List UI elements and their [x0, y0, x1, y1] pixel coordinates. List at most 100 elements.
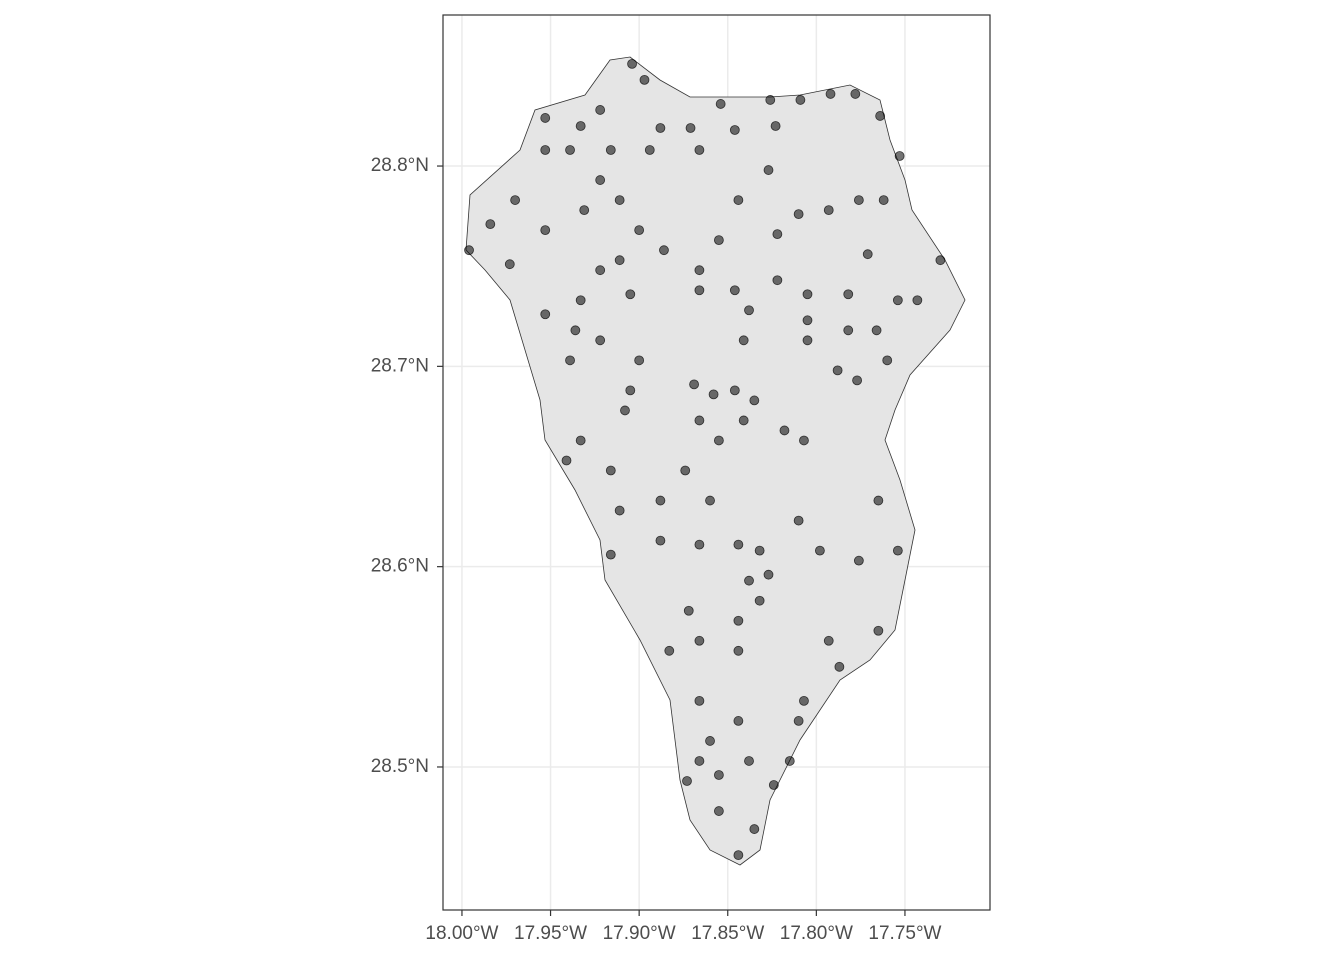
point	[540, 145, 551, 155]
point	[694, 415, 705, 426]
point	[708, 389, 719, 400]
point	[694, 285, 705, 296]
point	[561, 455, 572, 466]
point	[765, 95, 776, 105]
point	[595, 265, 606, 276]
x-tick-label: 17.90°W	[603, 923, 676, 944]
point	[634, 225, 645, 236]
point	[834, 661, 845, 672]
y-tick-label: 28.5°N	[371, 756, 429, 777]
point	[799, 435, 809, 446]
axes: 18.00°W 17.95°W 17.90°W 17.85°W 17.80°W 17.75…	[371, 155, 942, 944]
point	[639, 75, 650, 85]
point	[655, 495, 666, 506]
point	[705, 736, 715, 746]
point	[873, 625, 884, 636]
point	[644, 145, 655, 155]
point	[595, 105, 606, 115]
point	[744, 305, 754, 316]
point	[694, 695, 705, 706]
point	[713, 235, 724, 246]
point	[682, 776, 692, 786]
point	[605, 549, 616, 560]
point	[733, 716, 744, 726]
point	[862, 249, 873, 260]
point	[627, 58, 637, 69]
point	[738, 415, 749, 426]
point	[705, 495, 715, 506]
point	[504, 259, 515, 270]
point	[733, 539, 744, 550]
point	[779, 425, 790, 436]
point	[853, 195, 864, 205]
point	[738, 335, 749, 346]
point	[605, 465, 616, 476]
point	[733, 645, 744, 656]
point	[575, 435, 586, 446]
point	[595, 335, 606, 346]
point	[510, 195, 521, 205]
point	[772, 275, 783, 286]
point	[713, 770, 724, 780]
point	[793, 515, 804, 526]
point	[749, 824, 760, 834]
point	[620, 405, 630, 416]
point	[799, 695, 809, 706]
point	[744, 756, 754, 766]
point	[655, 535, 666, 546]
y-tick-label: 28.6°N	[371, 556, 429, 577]
point	[768, 780, 779, 790]
point	[850, 89, 861, 99]
point	[485, 219, 496, 230]
point	[729, 125, 740, 135]
point	[570, 325, 581, 336]
point	[713, 806, 724, 816]
point	[825, 89, 836, 99]
point	[754, 545, 765, 556]
point	[892, 295, 903, 306]
point	[784, 756, 795, 766]
point	[634, 355, 645, 366]
point	[875, 111, 886, 121]
point	[540, 225, 551, 236]
point	[625, 289, 636, 300]
point	[770, 121, 781, 131]
point	[694, 145, 705, 155]
point	[793, 716, 804, 726]
point	[733, 195, 744, 205]
point	[853, 555, 864, 566]
point	[823, 635, 834, 646]
point	[878, 195, 889, 205]
point	[540, 113, 551, 123]
point	[680, 465, 691, 476]
x-tick-label: 18.00°W	[425, 923, 498, 944]
point	[565, 355, 575, 366]
point	[694, 756, 705, 766]
panel-border	[442, 14, 991, 911]
point	[749, 395, 760, 406]
point	[664, 645, 675, 656]
point	[575, 295, 586, 306]
x-tick-label: 17.95°W	[514, 923, 587, 944]
point	[713, 435, 724, 446]
point	[729, 285, 740, 296]
point	[793, 209, 804, 220]
point	[659, 245, 669, 256]
point	[832, 365, 843, 376]
point	[605, 145, 616, 155]
point	[733, 615, 744, 626]
point	[694, 635, 705, 646]
point	[873, 495, 884, 506]
point	[614, 255, 625, 266]
point	[744, 575, 754, 586]
point	[935, 255, 946, 266]
point	[763, 569, 774, 580]
points	[464, 58, 946, 861]
point	[843, 289, 854, 300]
point	[685, 123, 696, 133]
point	[795, 95, 806, 105]
point	[871, 325, 882, 336]
point	[595, 175, 606, 185]
point	[802, 289, 813, 300]
